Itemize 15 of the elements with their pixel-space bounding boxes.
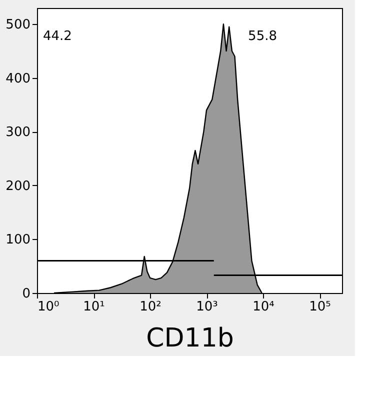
annotation: 55.8: [248, 29, 277, 44]
x-tick-label: 10⁵: [309, 300, 331, 314]
y-tick-label: 400: [6, 71, 30, 86]
x-tick-label: 10¹: [83, 300, 105, 314]
y-tick-label: 500: [6, 18, 30, 33]
y-tick-label: 100: [6, 232, 30, 248]
x-tick-label: 10⁴: [252, 300, 274, 314]
y-tick-label: 200: [6, 178, 30, 194]
y-tick-label: 0: [22, 286, 30, 302]
x-tick-label: 10²: [140, 300, 162, 314]
y-tick-label: 300: [6, 125, 30, 140]
annotation: 44.2: [43, 29, 72, 44]
x-axis-title: CD11b: [146, 324, 234, 354]
x-tick-label: 10³: [196, 300, 218, 314]
x-tick-label: 10⁰: [38, 300, 60, 314]
